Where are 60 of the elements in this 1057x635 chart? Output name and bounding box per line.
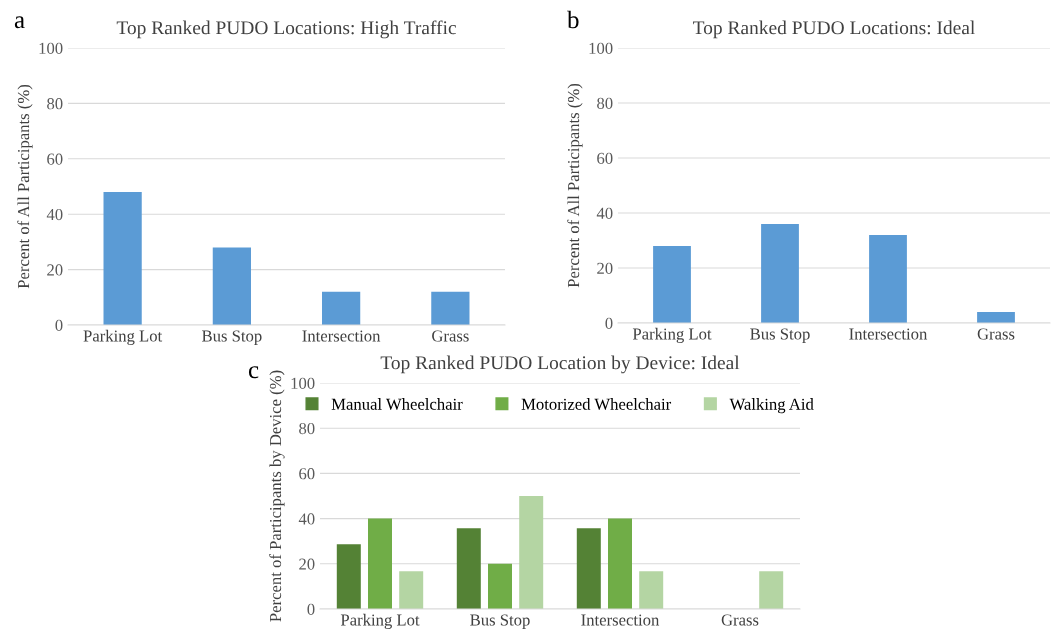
y-tick-label: 40 — [596, 207, 613, 219]
bar — [977, 312, 1015, 323]
bar — [653, 246, 691, 323]
x-tick-label: Bus Stop — [750, 328, 810, 343]
y-tick-label: 80 — [597, 97, 613, 109]
bar — [639, 571, 664, 609]
bar — [431, 291, 470, 325]
y-tick-label: 80 — [47, 98, 63, 110]
y-axis-title: Percent of Participants by Device (%) — [269, 370, 285, 622]
bar — [103, 192, 142, 325]
bar — [368, 518, 392, 609]
y-tick-label: 100 — [291, 377, 315, 389]
y-axis-title: Percent of All Participants (%) — [567, 83, 583, 288]
y-tick-label: 60 — [597, 152, 613, 164]
bar — [399, 571, 424, 609]
bar — [212, 247, 251, 325]
bar — [336, 544, 361, 609]
y-tick-label: 0 — [605, 317, 613, 329]
y-tick-label: 60 — [299, 468, 315, 480]
text: a — [14, 16, 25, 29]
y-tick-label: 40 — [298, 513, 315, 525]
y-tick-label: 100 — [39, 42, 63, 54]
bar — [488, 563, 512, 609]
x-tick-label: Parking Lot — [632, 327, 712, 344]
x-tick-label: Parking Lot — [83, 329, 163, 346]
text: c — [248, 366, 259, 379]
chart-title: Top Ranked PUDO Locations: High Traffic — [116, 20, 456, 39]
y-tick-label: 20 — [299, 558, 315, 570]
x-tick-label: Grass — [721, 614, 759, 626]
bar — [322, 291, 361, 325]
legend-label: Motorized Wheelchair — [521, 398, 672, 410]
y-tick-label: 60 — [47, 153, 63, 165]
legend-label: Manual Wheelchair — [331, 398, 463, 410]
x-tick-label: Parking Lot — [340, 613, 420, 630]
x-tick-label: Intersection — [302, 330, 381, 342]
text: b — [567, 10, 579, 29]
chart-title: Top Ranked PUDO Location by Device: Ideal — [380, 355, 740, 374]
bar — [519, 496, 544, 609]
bar — [761, 224, 799, 323]
y-axis-title: Percent of All Participants (%) — [17, 84, 33, 289]
y-tick-label: 20 — [597, 262, 613, 274]
y-tick-label: 0 — [307, 603, 315, 615]
y-tick-label: 0 — [55, 319, 63, 331]
x-tick-label: Intersection — [581, 614, 660, 626]
y-tick-label: 100 — [589, 42, 613, 54]
bar — [869, 235, 907, 323]
x-tick-label: Intersection — [849, 328, 928, 340]
y-tick-label: 20 — [47, 264, 63, 276]
bar — [608, 518, 632, 609]
bar — [456, 528, 481, 609]
x-tick-label: Bus Stop — [470, 614, 530, 629]
legend-label: Walking Aid — [729, 398, 814, 414]
x-tick-label: Grass — [977, 328, 1015, 340]
bar — [759, 571, 784, 609]
x-tick-label: Bus Stop — [202, 330, 262, 345]
x-tick-label: Grass — [432, 330, 469, 342]
y-tick-label: 80 — [299, 422, 315, 435]
bar — [576, 528, 601, 609]
y-tick-label: 40 — [46, 208, 63, 221]
chart-title: Top Ranked PUDO Locations: Ideal — [693, 20, 975, 39]
